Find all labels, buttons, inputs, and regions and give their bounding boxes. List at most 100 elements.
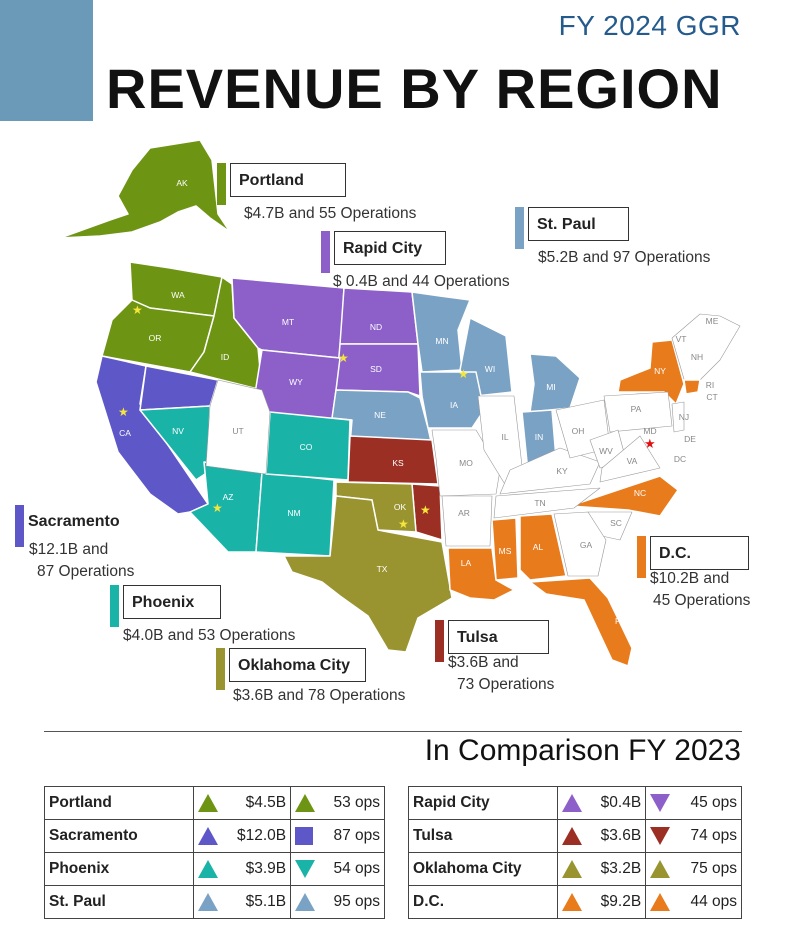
dc-star-icon: ★	[644, 436, 656, 451]
state-label-al: AL	[533, 542, 544, 552]
state-label-tn: TN	[534, 498, 545, 508]
region-color-bar	[110, 585, 119, 627]
state-va	[599, 435, 661, 483]
revenue-value: $5.1B	[245, 893, 287, 910]
state-fl	[529, 577, 633, 667]
state-ga	[553, 511, 607, 577]
region-name: Tulsa	[408, 819, 558, 853]
state-label-ga: GA	[580, 540, 593, 550]
operations-value: 95 ops	[333, 893, 380, 910]
page-title: REVENUE BY REGION	[106, 57, 723, 120]
region-name: Portland	[44, 786, 194, 820]
region-name: Oklahoma City	[408, 852, 558, 886]
state-label-ct: CT	[706, 392, 717, 402]
region-desc-line2: 87 Operations	[37, 563, 135, 580]
state-ms	[491, 517, 519, 581]
comparison-row: Oklahoma City $3.2B 75 ops	[408, 852, 742, 886]
state-label-wa: WA	[171, 290, 185, 300]
trend-up-icon	[562, 794, 582, 812]
comparison-row: D.C. $9.2B 44 ops	[408, 885, 742, 919]
region-name: Portland	[230, 163, 346, 197]
state-label-ca: CA	[119, 428, 131, 438]
operations-cell: 74 ops	[645, 819, 742, 853]
state-al	[519, 513, 567, 581]
section-divider	[44, 731, 742, 732]
operations-cell: 87 ops	[290, 819, 385, 853]
state-ut	[205, 379, 271, 475]
comparison-row: Tulsa $3.6B 74 ops	[408, 819, 742, 853]
state-label-co: CO	[300, 442, 313, 452]
state-label-nd: ND	[370, 322, 382, 332]
state-tx	[283, 495, 453, 653]
revenue-cell: $9.2B	[556, 885, 647, 919]
region-desc-line1: $3.6B and	[448, 654, 519, 671]
state-label-ri: RI	[706, 380, 715, 390]
revenue-cell: $5.1B	[192, 885, 292, 919]
region-desc: $3.6B and 78 Operations	[233, 687, 406, 704]
comparison-row: Portland $4.5B 53 ops	[44, 786, 385, 820]
trend-up-icon	[650, 893, 671, 911]
state-label-de: DE	[684, 434, 696, 444]
state-label-me: ME	[706, 316, 719, 326]
region-name: Oklahoma City	[229, 648, 366, 682]
region-name: Rapid City	[408, 786, 558, 820]
region-color-bar	[435, 620, 444, 662]
star-icon: ★	[338, 351, 349, 365]
state-label-vt: VT	[676, 334, 687, 344]
trend-down-icon	[295, 860, 316, 878]
state-label-mn: MN	[435, 336, 448, 346]
star-icon: ★	[132, 303, 143, 317]
state-la	[447, 547, 515, 601]
operations-cell: 54 ops	[290, 852, 385, 886]
state-label-wy: WY	[289, 377, 303, 387]
state-label-ks: KS	[392, 458, 404, 468]
region-desc: $5.2B and 97 Operations	[538, 249, 711, 266]
operations-value: 75 ops	[690, 860, 737, 877]
state-label-sc: SC	[610, 518, 622, 528]
operations-value: 74 ops	[690, 827, 737, 844]
operations-value: 45 ops	[690, 794, 737, 811]
operations-cell: 44 ops	[645, 885, 742, 919]
region-name: St. Paul	[528, 207, 629, 241]
region-name: Sacramento	[28, 505, 148, 539]
state-label-az: AZ	[223, 492, 234, 502]
state-label-nj: NJ	[679, 412, 689, 422]
state-nd	[339, 287, 419, 345]
trend-down-icon	[650, 794, 671, 812]
trend-up-icon	[198, 827, 218, 845]
revenue-cell: $12.0B	[192, 819, 292, 853]
state-label-nh: NH	[691, 352, 703, 362]
corner-accent-block	[0, 0, 93, 121]
state-ma-ct	[683, 379, 701, 395]
trend-up-icon	[198, 794, 218, 812]
state-label-dc: DC	[674, 454, 686, 464]
revenue-value: $4.5B	[245, 794, 287, 811]
region-name: Phoenix	[44, 852, 194, 886]
region-color-bar	[217, 163, 226, 205]
comparison-row: St. Paul $5.1B 95 ops	[44, 885, 385, 919]
comparison-row: Sacramento $12.0B 87 ops	[44, 819, 385, 853]
state-ar	[441, 495, 493, 547]
comparison-title: In Comparison FY 2023	[424, 734, 741, 767]
state-label-sd: SD	[370, 364, 382, 374]
comparison-row: Phoenix $3.9B 54 ops	[44, 852, 385, 886]
region-color-bar	[515, 207, 524, 249]
state-label-wi: WI	[485, 364, 495, 374]
trend-up-icon	[650, 860, 671, 878]
revenue-cell: $3.6B	[556, 819, 647, 853]
state-label-id: ID	[221, 352, 230, 362]
state-label-ia: IA	[450, 400, 458, 410]
state-label-in: IN	[535, 432, 544, 442]
star-icon: ★	[398, 517, 409, 531]
state-label-oh: OH	[572, 426, 585, 436]
region-color-bar	[216, 648, 225, 690]
operations-value: 53 ops	[333, 794, 380, 811]
trend-down-icon	[650, 827, 671, 845]
state-label-fl: FL	[615, 616, 625, 626]
state-label-ky: KY	[556, 466, 568, 476]
region-desc: $4.0B and 53 Operations	[123, 627, 296, 644]
state-label-ut: UT	[232, 426, 243, 436]
region-name: Tulsa	[448, 620, 549, 654]
region-color-bar	[15, 505, 24, 547]
us-region-map: ★ ★ ★ ★ ★ ★ ★ ★ AK WA OR ID MT ND SD WY NE MN WI IA…	[59, 139, 741, 667]
